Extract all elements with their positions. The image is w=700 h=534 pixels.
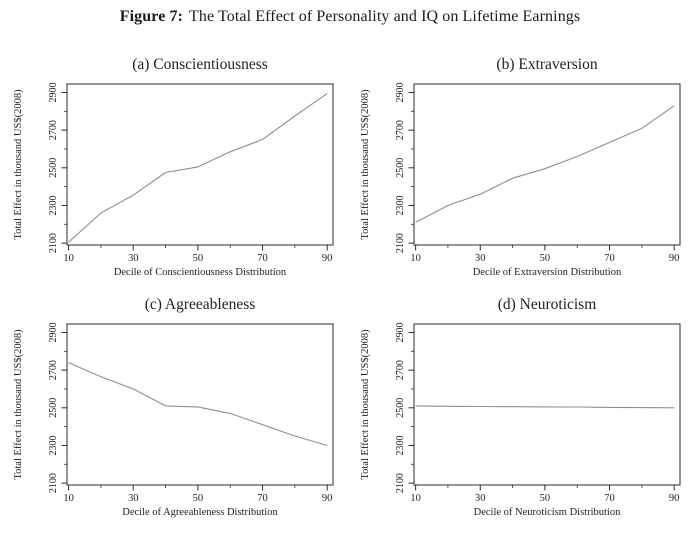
- x-tick-label: 10: [63, 253, 74, 264]
- y-tick-label: 2900: [48, 82, 59, 102]
- plot-box: [66, 323, 334, 486]
- panel-extraversion: (b) Extraversion 2100 2300 2500 2700 2900 10 30…: [352, 50, 697, 290]
- y-tick-label: 2700: [48, 360, 59, 380]
- y-tick-label: 2300: [48, 195, 59, 215]
- panel-conscientiousness: (a) Conscientiousness 2100 2300 2500 2700 290…: [5, 50, 350, 290]
- data-line: [415, 105, 675, 223]
- y-tick-label: 2100: [395, 233, 406, 253]
- y-axis-title: Total Effect in thousand US$(2008): [360, 329, 371, 480]
- panel-title: (d) Neuroticism: [498, 296, 597, 313]
- panel-title: (c) Agreeableness: [145, 296, 256, 313]
- x-tick-label: 30: [128, 493, 139, 504]
- figure-title-text: The Total Effect of Personality and IQ o…: [189, 8, 581, 25]
- panel-extraversion-chart: (b) Extraversion 2100 2300 2500 2700 2900 10 30…: [360, 56, 681, 278]
- x-tick-label: 50: [193, 253, 204, 264]
- y-tick-label: 2300: [395, 195, 406, 215]
- panel-neuroticism-chart: (d) Neuroticism 2100 2300 2500 2700 2900 10 30 5…: [360, 296, 681, 518]
- y-tick-label: 2900: [395, 322, 406, 342]
- y-tick-label: 2500: [395, 398, 406, 418]
- x-tick-label: 10: [63, 493, 74, 504]
- x-tick-label: 50: [540, 253, 551, 264]
- y-tick-label: 2100: [48, 233, 59, 253]
- y-axis-title: Total Effect in thousand US$(2008): [360, 89, 371, 240]
- y-tick-label: 2900: [48, 322, 59, 342]
- x-axis-title: Decile of Conscientiousness Distribution: [114, 267, 287, 278]
- x-tick-label: 30: [128, 253, 139, 264]
- x-tick-label: 70: [257, 493, 268, 504]
- x-axis-title: Decile of Neuroticism Distribution: [474, 507, 621, 518]
- y-tick-label: 2100: [395, 473, 406, 493]
- plot-box: [413, 83, 681, 246]
- x-tick-label: 10: [410, 493, 421, 504]
- x-tick-label: 50: [540, 493, 551, 504]
- x-axis-title: Decile of Extraversion Distribution: [473, 267, 622, 278]
- plot-box: [413, 323, 681, 486]
- x-tick-label: 50: [193, 493, 204, 504]
- y-tick-label: 2700: [395, 120, 406, 140]
- panel-title: (b) Extraversion: [496, 56, 597, 73]
- y-tick-label: 2700: [48, 120, 59, 140]
- figure-caption: Figure 7: The Total Effect of Personality…: [0, 8, 700, 26]
- panel-agreeableness-chart: (c) Agreeableness 2100 2300 2500 2700 2900 10 3…: [13, 296, 334, 518]
- x-tick-label: 90: [669, 493, 680, 504]
- panel-conscientiousness-chart: (a) Conscientiousness 2100 2300 2500 2700 290…: [13, 56, 334, 278]
- y-tick-label: 2300: [395, 435, 406, 455]
- panel-title: (a) Conscientiousness: [132, 56, 268, 73]
- x-tick-label: 70: [257, 253, 268, 264]
- x-tick-label: 70: [604, 253, 615, 264]
- y-tick-label: 2500: [395, 158, 406, 178]
- plot-box: [66, 83, 334, 246]
- y-tick-label: 2500: [48, 158, 59, 178]
- y-tick-label: 2300: [48, 435, 59, 455]
- x-tick-label: 30: [475, 493, 486, 504]
- panel-agreeableness: (c) Agreeableness 2100 2300 2500 2700 2900 10 3…: [5, 290, 350, 530]
- x-axis-title: Decile of Agreeableness Distribution: [122, 507, 278, 518]
- data-line: [68, 362, 328, 447]
- x-tick-label: 70: [604, 493, 615, 504]
- y-tick-label: 2500: [48, 398, 59, 418]
- data-line: [68, 92, 328, 243]
- x-tick-label: 30: [475, 253, 486, 264]
- y-tick-label: 2900: [395, 82, 406, 102]
- x-tick-label: 90: [322, 253, 333, 264]
- x-tick-label: 90: [322, 493, 333, 504]
- figure-label: Figure 7:: [119, 8, 184, 25]
- x-tick-label: 10: [410, 253, 421, 264]
- x-tick-label: 90: [669, 253, 680, 264]
- y-axis-title: Total Effect in thousand US$(2008): [13, 89, 24, 240]
- data-line: [415, 405, 675, 409]
- y-tick-label: 2100: [48, 473, 59, 493]
- panel-neuroticism: (d) Neuroticism 2100 2300 2500 2700 2900 10 30 5…: [352, 290, 697, 530]
- y-tick-label: 2700: [395, 360, 406, 380]
- y-axis-title: Total Effect in thousand US$(2008): [13, 329, 24, 480]
